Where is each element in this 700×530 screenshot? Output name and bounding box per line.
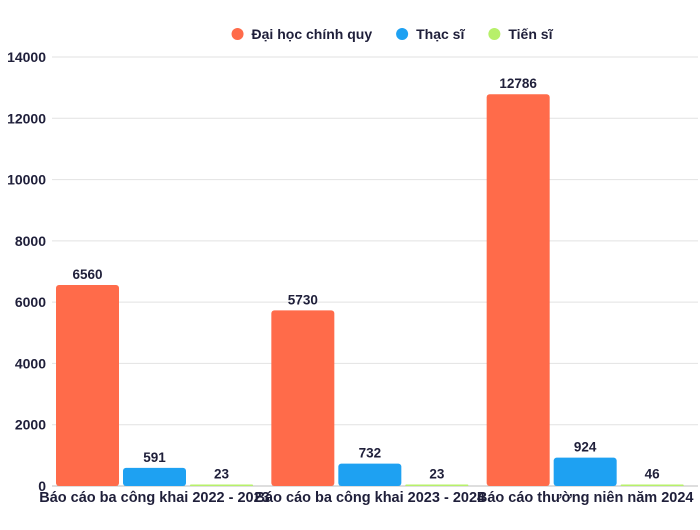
bar-dai-hoc-chinh-quy-3 — [486, 94, 550, 486]
data-label: 23 — [429, 467, 445, 482]
x-category-label: Báo cáo ba công khai 2023 - 2024 — [255, 490, 486, 506]
legend-label: Đại học chính quy — [252, 26, 373, 42]
legend-swatch — [231, 28, 244, 40]
legend-label: Thạc sĩ — [416, 26, 465, 42]
y-tick-label: 14000 — [7, 49, 46, 65]
data-label: 732 — [359, 446, 382, 461]
legend-label: Tiến sĩ — [508, 26, 553, 42]
legend-swatch — [396, 28, 409, 40]
y-tick-label: 10000 — [7, 172, 46, 188]
data-labels: 6560 591 23 5730 732 23 12786 924 46 — [72, 76, 660, 481]
data-label: 46 — [645, 467, 661, 482]
data-label: 5730 — [288, 292, 318, 307]
y-tick-label: 8000 — [15, 233, 46, 249]
y-tick-label: 0 — [38, 478, 46, 494]
y-tick-label: 12000 — [7, 110, 46, 126]
y-axis-ticks: 0 2000 4000 6000 8000 10000 12000 14000 — [7, 49, 46, 494]
bar-dai-hoc-chinh-quy-2 — [271, 310, 335, 486]
bar-dai-hoc-chinh-quy-1 — [56, 284, 119, 486]
data-label: 6560 — [72, 267, 102, 282]
bars — [56, 94, 684, 486]
grid-lines — [52, 56, 698, 487]
bar-thac-si-2 — [338, 463, 402, 486]
legend-swatch — [488, 28, 501, 40]
bar-tien-si-2 — [405, 484, 469, 486]
x-category-label: Báo cáo ba công khai 2022 - 2023 — [39, 490, 270, 506]
data-label: 924 — [574, 440, 597, 455]
legend-item-dai-hoc-chinh-quy[interactable]: Đại học chính quy — [231, 26, 373, 42]
y-tick-label: 4000 — [15, 355, 46, 371]
data-label: 12786 — [499, 76, 537, 91]
data-label: 23 — [214, 467, 230, 482]
legend: Đại học chính quy Thạc sĩ Tiến sĩ — [231, 26, 554, 42]
bar-thac-si-3 — [553, 457, 617, 486]
data-label: 591 — [143, 450, 166, 465]
bar-thac-si-1 — [123, 467, 186, 486]
bar-tien-si-3 — [620, 484, 684, 486]
legend-item-tien-si[interactable]: Tiến sĩ — [488, 26, 554, 42]
bar-tien-si-1 — [190, 484, 253, 486]
legend-item-thac-si[interactable]: Thạc sĩ — [396, 26, 465, 42]
y-tick-label: 6000 — [15, 294, 46, 310]
y-tick-label: 2000 — [15, 417, 46, 433]
x-category-label: Báo cáo thường niên năm 2024 — [477, 490, 694, 506]
